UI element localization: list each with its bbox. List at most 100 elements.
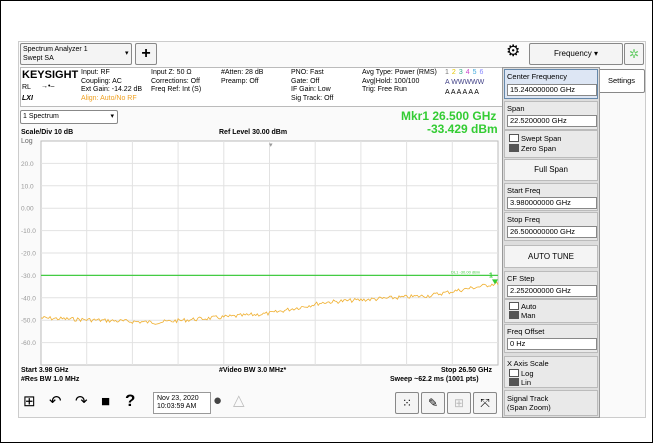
fullscreen-icon[interactable]: ⤧ (473, 392, 497, 414)
label: Stop Freq (507, 215, 540, 224)
marker-freq: Mkr1 26.500 GHz (401, 109, 497, 123)
label: Freq Offset (507, 327, 545, 336)
stop: Stop 26.50 GHz (441, 367, 492, 374)
gear-icon[interactable]: ⚙ (506, 43, 521, 60)
y-label: -60.0 (21, 340, 36, 347)
menu-dropdown[interactable]: Frequency ▾ (529, 43, 623, 65)
trace-number: 2 (451, 69, 456, 76)
folder-icon[interactable]: ■ (101, 393, 111, 410)
windows-icon[interactable]: ⊞ (23, 393, 36, 410)
info-text: Align: Auto/No RF (81, 94, 137, 102)
y-label: -20.0 (21, 251, 36, 258)
vbw: #Video BW 3.0 MHz* (219, 367, 287, 374)
info-text: Coupling: AC (81, 77, 122, 85)
label: X Axis Scale (507, 359, 549, 368)
value: 2.252000000 GHz (507, 285, 597, 297)
mode-name: Swept SA (23, 55, 54, 62)
span-mode[interactable]: Swept Span Zero Span (504, 130, 598, 158)
window-label: 1 Spectrum (23, 113, 59, 120)
rl: RL (22, 84, 31, 91)
rbw: #Res BW 1.0 MHz (21, 376, 80, 383)
value: 3.980000000 GHz (507, 197, 597, 209)
add-button[interactable]: + (135, 43, 157, 65)
brand: KEYSIGHT (22, 69, 79, 81)
signal-track[interactable]: Signal Track (Span Zoom) (504, 390, 598, 416)
info-text: Avg Type: Power (RMS) (362, 69, 437, 76)
start: Start 3.98 GHz (21, 367, 69, 374)
auto-tune[interactable]: AUTO TUNE (504, 245, 598, 268)
y-label: 10.0 (21, 183, 34, 190)
caret: ▾ (125, 50, 129, 57)
display-line-label: DL1 -30.00 dBm (451, 269, 481, 274)
ref-marker: ▾ (269, 142, 273, 149)
radio (509, 369, 519, 377)
undo-icon[interactable]: ↶ (49, 393, 62, 410)
settings-tab[interactable]: Settings (598, 69, 645, 93)
date: Nov 23, 2020 (157, 395, 199, 402)
freq-offset[interactable]: Freq Offset 0 Hz (504, 324, 598, 353)
time: 10:03:59 AM (157, 403, 197, 410)
info-text: Avg|Hold: 100/100 (362, 77, 420, 85)
detectors: A A A A A A (445, 89, 479, 96)
info-text: IF Gain: Low (291, 86, 331, 93)
info-text: Ext Gain: -14.22 dB (81, 86, 143, 93)
label: (Span Zoom) (507, 403, 551, 412)
cf-mode[interactable]: Auto Man (504, 299, 598, 323)
full-span[interactable]: Full Span (504, 159, 598, 181)
y-label: 20.0 (21, 161, 34, 168)
chat-icon[interactable]: ● (213, 392, 223, 409)
radio (509, 144, 519, 152)
x-scale[interactable]: X Axis Scale Log Lin (504, 356, 598, 388)
option: Lin (521, 378, 532, 387)
trace-number: 5 (472, 69, 477, 76)
layout-icon[interactable]: ⊞ (447, 392, 471, 414)
info-bar (20, 67, 503, 107)
menu-label: Frequency (553, 49, 592, 58)
y-label: -50.0 (21, 318, 36, 325)
app-name: Spectrum Analyzer 1 (23, 46, 88, 53)
help-icon[interactable]: ? (125, 391, 136, 410)
value: 0 Hz (507, 338, 597, 350)
trace (40, 281, 499, 325)
center-freq[interactable]: Center Frequency 15.240000000 GHz (504, 69, 598, 99)
radio (509, 134, 519, 142)
value: 15.240000000 GHz (507, 84, 597, 96)
status-icon[interactable]: ✲ (624, 43, 644, 65)
touch-icon[interactable]: ✎ (421, 392, 445, 414)
label: Signal Track (507, 394, 549, 403)
info-text: Input: RF (81, 69, 110, 76)
option: Swept Span (521, 134, 562, 143)
y-label: -10.0 (21, 228, 36, 235)
app-dropdown[interactable]: Spectrum Analyzer 1 Swept SA ▾ (20, 43, 132, 65)
warning-icon[interactable]: △ (233, 392, 245, 409)
window-dropdown[interactable]: 1 Spectrum ▾ (20, 110, 118, 124)
option: Zero Span (521, 144, 557, 153)
trace-number: 6 (479, 69, 484, 76)
label: CF Step (507, 274, 535, 283)
span[interactable]: Span 22.5200000 GHz (504, 101, 598, 130)
radio (509, 302, 519, 310)
start-freq[interactable]: Start Freq 3.980000000 GHz (504, 183, 598, 211)
keypad-icon[interactable]: ⁙ (395, 392, 419, 414)
ref-level: Ref Level 30.00 dBm (219, 129, 288, 136)
radio (509, 311, 519, 319)
redo-icon[interactable]: ↷ (75, 393, 88, 410)
rf-icon: →•– (41, 83, 55, 90)
trace-number: 3 (458, 69, 463, 76)
stop-freq[interactable]: Stop Freq 26.500000000 GHz (504, 212, 598, 241)
value: 26.500000000 GHz (507, 226, 597, 238)
marker-level: -33.429 dBm (427, 122, 498, 136)
cf-step[interactable]: CF Step 2.252000000 GHz (504, 271, 598, 299)
trace-types: A WWWWW (445, 79, 485, 86)
info-text: Preamp: Off (221, 77, 259, 85)
trace-number: 1 (445, 69, 449, 76)
info-text: Corrections: Off (151, 77, 200, 85)
lxi: LXI (22, 95, 33, 102)
info-text: Input Z: 50 Ω (151, 69, 192, 76)
radio (509, 378, 519, 386)
marker (492, 279, 498, 285)
y-label: 0.00 (21, 206, 34, 213)
info-text: PNO: Fast (291, 69, 324, 76)
